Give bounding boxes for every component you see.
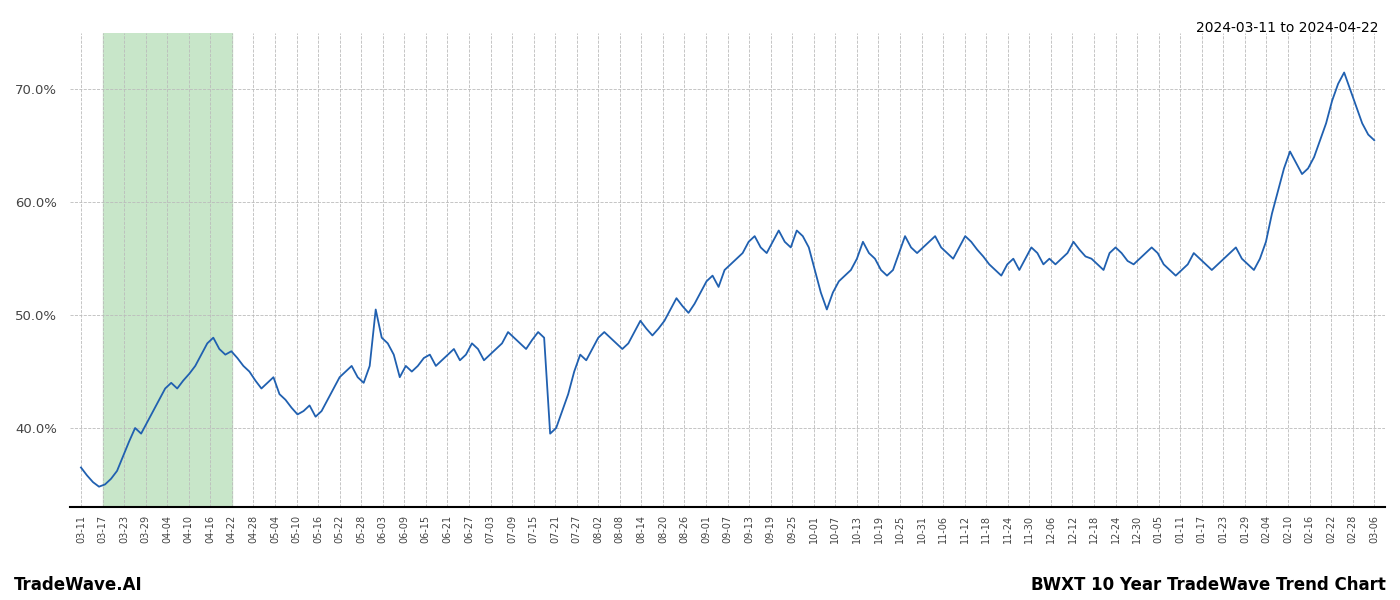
Text: TradeWave.AI: TradeWave.AI [14, 576, 143, 594]
Text: 2024-03-11 to 2024-04-22: 2024-03-11 to 2024-04-22 [1197, 21, 1379, 35]
Bar [102, 33, 232, 507]
Text: BWXT 10 Year TradeWave Trend Chart: BWXT 10 Year TradeWave Trend Chart [1032, 576, 1386, 594]
